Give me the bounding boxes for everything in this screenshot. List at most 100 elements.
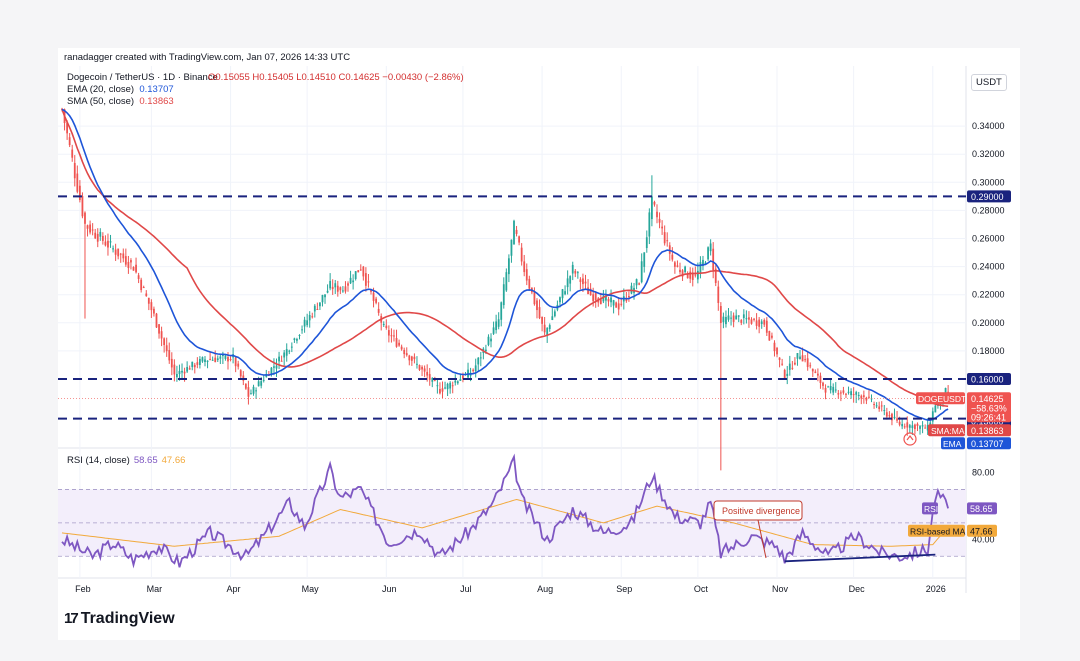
candle-body [801, 355, 804, 362]
candle-body [290, 346, 293, 348]
replay-icon-arrow [906, 435, 914, 441]
candle-body [344, 286, 347, 292]
candle-body [587, 287, 589, 295]
candle-body [610, 297, 612, 303]
rsi-legend[interactable]: RSI (14, close) 58.65 47.66 [67, 455, 185, 466]
candle-body [901, 424, 904, 427]
candle-body [474, 365, 477, 372]
candle-body [135, 264, 137, 273]
candle-body [824, 387, 827, 393]
candle-body [827, 386, 830, 388]
candle-body [198, 359, 201, 365]
candle-body [354, 271, 357, 279]
candle-body [204, 359, 206, 363]
candle-body [732, 315, 735, 322]
candle-body [155, 313, 158, 328]
y-tick-label: 0.32000 [972, 149, 1005, 159]
candle-body [592, 294, 595, 302]
rsi-ma-line [61, 498, 949, 547]
candle-body [165, 345, 168, 352]
ema-legend-label: EMA (20, close) [67, 84, 135, 95]
candle-body [490, 338, 492, 342]
tradingview-logo: 17 TradingView [64, 610, 175, 628]
candle-body [127, 261, 130, 269]
candle-body [181, 370, 183, 373]
tradingview-logo-icon: 17 [64, 610, 79, 627]
candle-body [737, 315, 740, 317]
candle-body [834, 389, 837, 391]
candle-body [487, 336, 490, 345]
candle-body [145, 293, 148, 296]
candle-body [255, 390, 257, 392]
candle-body [78, 185, 81, 201]
candle-body [502, 284, 505, 306]
symbol-tag-label: DOGEUSDT [918, 394, 966, 404]
candle-body [755, 320, 758, 326]
symbol-title[interactable]: Dogecoin / TetherUS · 1D · Binance [67, 72, 218, 83]
y-tick-label: 0.24000 [972, 262, 1005, 272]
candle-body [61, 108, 63, 110]
candle-body [250, 393, 252, 395]
candle-body [188, 368, 191, 370]
candle-body [229, 359, 232, 361]
x-tick-label: Dec [849, 584, 866, 594]
candle-body [334, 283, 337, 288]
candle-body [862, 395, 865, 397]
candle-body [193, 364, 196, 368]
candle-body [599, 298, 602, 305]
candle-body [109, 241, 112, 243]
rsi-y-tick-label: 40.00 [972, 535, 995, 545]
candle-body [822, 382, 824, 386]
candle-body [691, 272, 694, 280]
candle-body [459, 378, 462, 381]
candle-body [919, 426, 921, 429]
last-price-tag [967, 392, 1011, 423]
candle-body [311, 316, 314, 318]
candle-body [163, 338, 166, 346]
candle-body [68, 137, 71, 146]
candle-body [462, 375, 464, 379]
candle-body [301, 329, 303, 331]
candle-body [196, 362, 199, 365]
candle-body [533, 291, 536, 305]
sma-tag-label: SMA:MA [931, 426, 965, 436]
candle-body [234, 357, 237, 367]
candle-body [582, 278, 584, 285]
candle-body [814, 371, 817, 374]
candle-body [270, 367, 273, 375]
currency-button[interactable]: USDT [971, 74, 1007, 91]
candle-body [926, 425, 929, 431]
ema-legend[interactable]: EMA (20, close) 0.13707 [67, 84, 174, 95]
candle-body [850, 391, 852, 396]
candle-body [132, 266, 135, 271]
chart-canvas: Feb Mar Apr May Jun Jul Aug Sep Oct Nov Dec 2026 0.3… [58, 66, 1011, 594]
candle-body [485, 349, 487, 352]
sma-legend[interactable]: SMA (50, close) 0.13863 [67, 96, 174, 107]
candle-body [765, 320, 768, 333]
candle-body [293, 338, 296, 340]
candle-body [142, 287, 145, 289]
candle-body [66, 122, 69, 134]
y-tick-label: 0.18000 [972, 346, 1005, 356]
candle-body [684, 266, 686, 273]
candle-body [668, 245, 671, 254]
candle-body [76, 173, 79, 192]
candle-body [617, 303, 620, 310]
candle-body [648, 212, 651, 237]
x-tick-label: Feb [75, 584, 91, 594]
rsi-legend-value: 58.65 [133, 455, 158, 466]
candle-body [96, 233, 99, 242]
candle-body [372, 292, 375, 301]
candle-body [408, 355, 411, 361]
candle-body [170, 358, 173, 368]
candle-body [454, 380, 457, 383]
candle-body [799, 356, 801, 360]
candle-body [101, 235, 104, 241]
candle-body [439, 389, 441, 394]
candle-body [158, 324, 160, 334]
candle-body [740, 320, 743, 323]
candle-body [612, 300, 615, 306]
x-tick-label: Jul [460, 584, 472, 594]
candle-body [722, 316, 725, 323]
candle-body [477, 357, 480, 365]
